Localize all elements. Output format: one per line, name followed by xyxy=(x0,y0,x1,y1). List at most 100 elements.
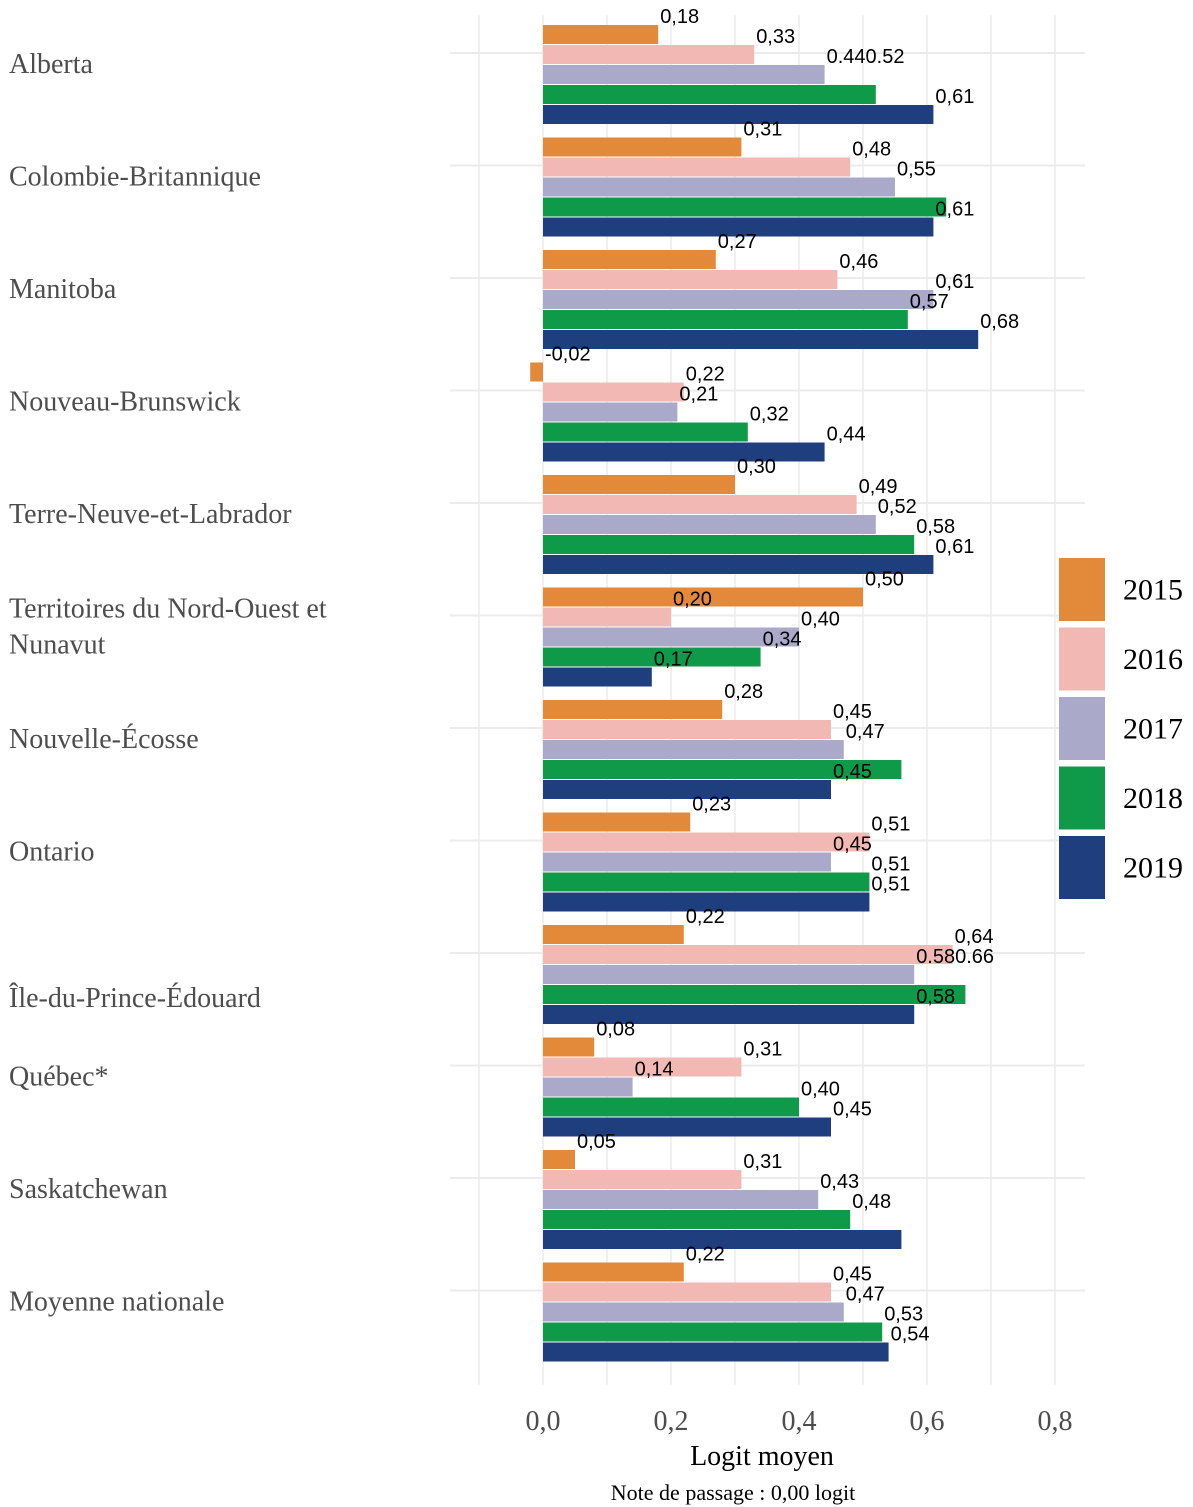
legend-swatch-2017 xyxy=(1059,697,1105,760)
data-label: 0,33 xyxy=(756,26,795,48)
bar-2015 xyxy=(543,137,742,157)
data-label: 0,45 xyxy=(833,1099,872,1121)
bar-2019 xyxy=(543,1005,915,1024)
bar-2015 xyxy=(543,25,659,44)
data-label: 0,47 xyxy=(846,721,885,743)
bar-2019 xyxy=(543,1230,902,1249)
category-labels: Alberta Colombie-Britannique Manitoba Nouve… xyxy=(9,49,327,1318)
data-label: 0,40 xyxy=(801,609,840,631)
data-label: 0,05 xyxy=(577,1131,616,1153)
x-tick-label: 0,0 xyxy=(526,1406,561,1437)
bar-2016 xyxy=(543,45,755,64)
bar-2019 xyxy=(543,667,652,687)
bar-2017 xyxy=(543,965,915,984)
category-label: Nunavut xyxy=(9,630,106,661)
data-label: 0,64 xyxy=(955,926,994,948)
data-label: 0,18 xyxy=(660,6,699,28)
bar-2017 xyxy=(543,1302,844,1322)
bar-2017 xyxy=(543,515,876,534)
data-label: 0,44 xyxy=(827,424,866,446)
bar-2017 xyxy=(543,65,825,84)
data-label: 0,23 xyxy=(692,794,731,816)
data-label: 0,22 xyxy=(686,1244,725,1266)
data-label: 0,34 xyxy=(763,629,802,651)
bar-2017 xyxy=(543,177,895,197)
data-label: 0,08 xyxy=(596,1019,635,1041)
bar-2019 xyxy=(543,217,934,237)
data-label: 0,31 xyxy=(743,1151,782,1173)
bar-2016 xyxy=(543,1282,831,1302)
bar-2016 xyxy=(543,1057,742,1077)
data-label: 0,14 xyxy=(635,1059,674,1081)
bar-2015 xyxy=(543,250,716,269)
data-label: 0,55 xyxy=(897,159,936,181)
bar-2015 xyxy=(543,587,863,607)
category-label: Nouvelle-Écosse xyxy=(9,724,199,755)
category-label: Île-du-Prince-Édouard xyxy=(9,983,261,1014)
data-label: 0,45 xyxy=(833,701,872,723)
bar-2017 xyxy=(543,402,678,422)
data-label: 0,58 xyxy=(916,516,955,538)
data-label: 0,17 xyxy=(654,649,693,671)
data-label: 0,40 xyxy=(801,1079,840,1101)
x-axis-ticks: 0,0 0,2 0,4 0,6 0,8 xyxy=(526,1406,1073,1437)
legend-swatch-2015 xyxy=(1059,558,1105,621)
legend-swatch-2016 xyxy=(1059,627,1105,691)
bar-2018 xyxy=(543,647,761,667)
bar-2017 xyxy=(543,627,799,647)
x-axis-title: Logit moyen xyxy=(690,1441,834,1472)
data-label: 0,47 xyxy=(846,1284,885,1306)
data-label: 0,21 xyxy=(679,384,718,406)
bar-2019 xyxy=(543,1117,831,1137)
data-label: 0,43 xyxy=(820,1171,859,1193)
x-tick-label: 0,4 xyxy=(782,1406,817,1437)
bar-2016 xyxy=(543,157,851,177)
bar-2018 xyxy=(543,85,876,104)
bar-2016 xyxy=(543,720,831,739)
data-label: 0,68 xyxy=(980,311,1019,333)
bar-2018 xyxy=(543,1210,851,1229)
data-label: 0,45 xyxy=(833,761,872,783)
category-label: Terre-Neuve-et-Labrador xyxy=(9,499,292,530)
legend-label: 2015 xyxy=(1123,574,1183,607)
data-label: 0,50 xyxy=(865,569,904,591)
category-label: Québec* xyxy=(9,1062,109,1093)
x-tick-label: 0,2 xyxy=(654,1406,689,1437)
bar-2018 xyxy=(543,760,902,779)
data-label: 0,32 xyxy=(750,404,789,426)
data-label: 0,30 xyxy=(737,456,776,478)
bar-2019 xyxy=(543,105,934,124)
bar-2019 xyxy=(543,330,979,349)
data-label: 0,61 xyxy=(935,199,974,221)
bar-2016 xyxy=(543,495,857,514)
bar-2015 xyxy=(543,812,691,832)
data-label: 0,45 xyxy=(833,1264,872,1286)
data-label: 0,51 xyxy=(871,854,910,876)
data-label: 0,48 xyxy=(852,1191,891,1213)
data-label: 0,20 xyxy=(673,589,712,611)
category-label: Nouveau-Brunswick xyxy=(9,387,241,418)
category-label: Colombie-Britannique xyxy=(9,162,261,193)
data-label: 0,54 xyxy=(891,1324,930,1346)
bar-2018 xyxy=(543,872,870,892)
data-label: 0,61 xyxy=(935,86,974,108)
legend-label: 2017 xyxy=(1123,713,1183,746)
data-labels: 0,18 0,33 0.440.52 0,61 0,31 0,48 0,55 0,61 0,27… xyxy=(545,6,1019,1346)
bar-2017 xyxy=(543,1190,819,1209)
bar-2019 xyxy=(543,442,825,462)
data-label: 0,31 xyxy=(743,1039,782,1061)
data-label: 0,61 xyxy=(935,271,974,293)
bar-2019 xyxy=(543,780,831,799)
bar-2018 xyxy=(543,1097,799,1117)
bar-2015 xyxy=(543,700,723,719)
bar-2016 xyxy=(543,382,684,402)
data-label: 0,52 xyxy=(878,496,917,518)
bar-2017 xyxy=(543,852,831,872)
data-label: 0,45 xyxy=(833,834,872,856)
data-label: 0,27 xyxy=(718,231,757,253)
data-label: 0.580.66 xyxy=(916,946,994,968)
data-label: 0,51 xyxy=(871,874,910,896)
category-label: Alberta xyxy=(9,49,94,80)
legend-swatch-2019 xyxy=(1059,836,1105,899)
data-label: 0,31 xyxy=(743,119,782,141)
